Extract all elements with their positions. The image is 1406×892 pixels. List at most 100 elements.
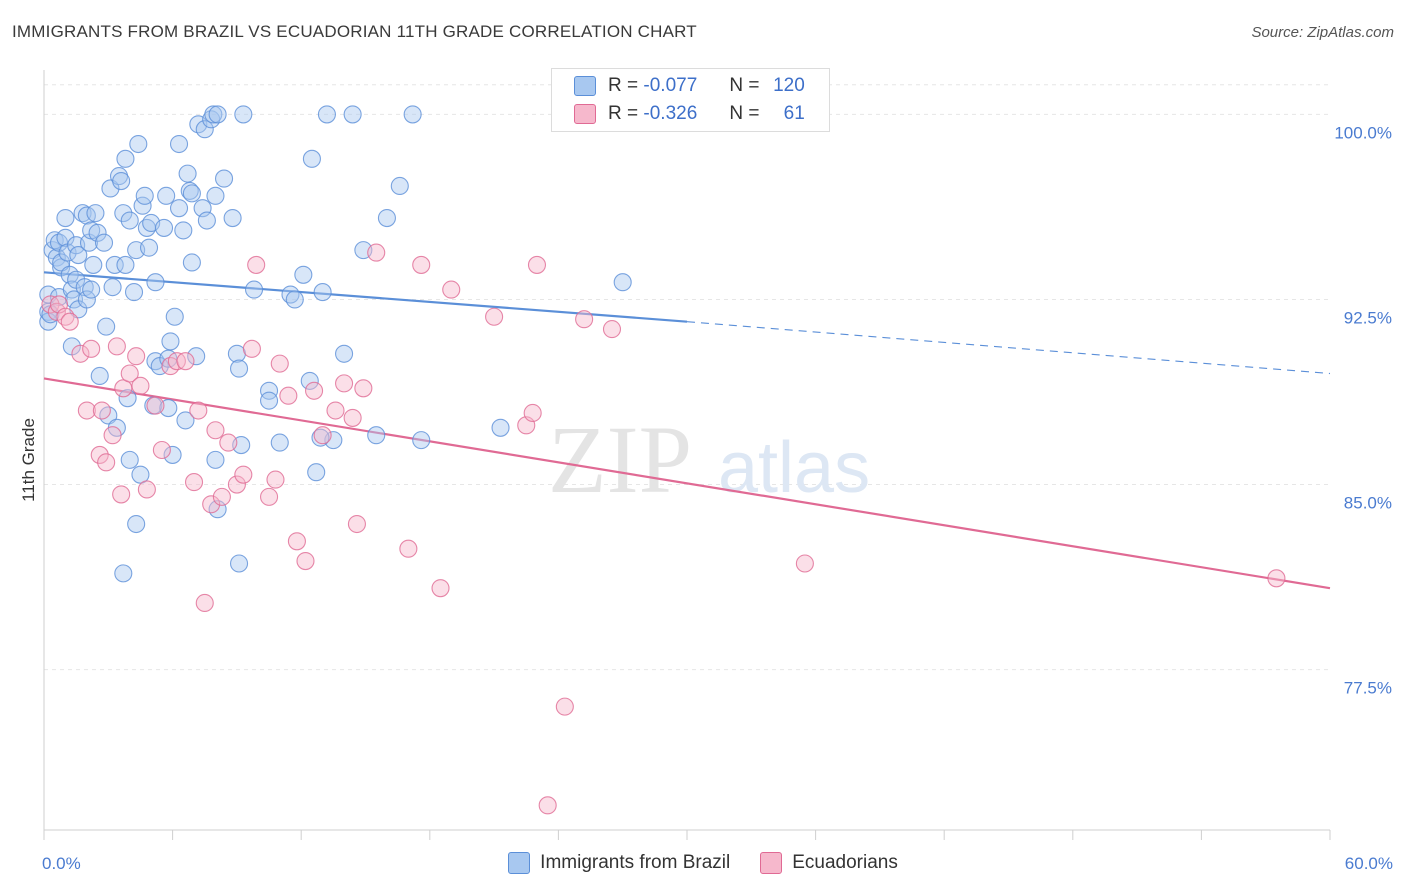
data-point bbox=[178, 164, 197, 183]
data-point bbox=[124, 283, 144, 302]
legend-r-label: R = bbox=[608, 103, 639, 124]
data-point bbox=[247, 255, 266, 274]
data-point bbox=[602, 320, 622, 339]
data-point bbox=[47, 302, 66, 321]
data-point bbox=[302, 149, 321, 168]
data-point bbox=[206, 421, 225, 440]
data-point bbox=[139, 238, 159, 257]
data-point bbox=[244, 280, 264, 299]
data-point bbox=[229, 359, 249, 378]
data-point bbox=[112, 171, 131, 191]
legend-swatch-ecuadorians bbox=[574, 104, 596, 124]
data-point bbox=[103, 426, 122, 445]
series-swatch-brazil bbox=[508, 852, 531, 874]
data-point bbox=[305, 381, 324, 400]
y-tick-label: 100.0% bbox=[1334, 123, 1392, 142]
data-point bbox=[223, 209, 242, 228]
data-point bbox=[105, 255, 124, 274]
data-point bbox=[60, 312, 79, 331]
data-point bbox=[208, 105, 227, 124]
data-point bbox=[146, 273, 165, 292]
data-point bbox=[152, 440, 171, 460]
data-point bbox=[120, 364, 139, 383]
data-point bbox=[300, 371, 319, 390]
data-point bbox=[135, 186, 154, 205]
series-legend-item-brazil[interactable]: Immigrants from Brazil bbox=[508, 852, 730, 874]
data-point bbox=[114, 204, 133, 223]
data-point bbox=[120, 211, 139, 230]
series-label-brazil: Immigrants from Brazil bbox=[540, 852, 731, 873]
data-points bbox=[39, 105, 1286, 815]
data-point bbox=[182, 253, 201, 272]
data-point bbox=[270, 354, 289, 373]
data-point bbox=[90, 366, 109, 386]
data-point bbox=[182, 184, 201, 203]
legend-n-label: N = bbox=[729, 103, 760, 124]
data-point bbox=[259, 487, 279, 506]
series-label-ecuadorians: Ecuadorians bbox=[792, 852, 898, 873]
data-point bbox=[259, 391, 279, 410]
series-points-1 bbox=[41, 243, 1286, 815]
data-point bbox=[214, 169, 234, 188]
data-point bbox=[343, 408, 362, 427]
data-point bbox=[169, 134, 189, 154]
data-point bbox=[161, 332, 180, 351]
legend-r-value: -0.326 bbox=[643, 103, 698, 124]
series-legend-item-ecuadorians[interactable]: Ecuadorians bbox=[760, 852, 898, 874]
data-point bbox=[88, 223, 107, 242]
data-point bbox=[131, 376, 150, 395]
watermark-atlas: atlas bbox=[718, 428, 870, 508]
data-point bbox=[77, 290, 96, 309]
data-point bbox=[127, 347, 146, 366]
data-point bbox=[296, 551, 315, 571]
data-point bbox=[90, 445, 109, 464]
data-point bbox=[317, 105, 336, 124]
y-axis-title: 11th Grade bbox=[19, 418, 38, 502]
data-point bbox=[189, 401, 208, 420]
y-tick-label: 92.5% bbox=[1344, 308, 1392, 327]
data-point bbox=[412, 255, 431, 274]
data-point bbox=[174, 221, 193, 240]
data-point bbox=[82, 280, 101, 299]
data-point bbox=[335, 374, 354, 393]
data-point bbox=[184, 473, 204, 492]
data-point bbox=[279, 386, 298, 405]
source-credit: Source: ZipAtlas.com bbox=[1251, 24, 1394, 41]
data-point bbox=[399, 539, 418, 558]
legend-n-value: 61 bbox=[783, 103, 805, 124]
data-point bbox=[227, 344, 246, 363]
data-point bbox=[285, 290, 304, 309]
data-point bbox=[71, 344, 90, 363]
data-point bbox=[112, 485, 131, 504]
data-point bbox=[176, 352, 195, 371]
data-point bbox=[187, 347, 206, 366]
data-point bbox=[313, 283, 332, 302]
data-point bbox=[242, 339, 261, 358]
trend-lines bbox=[43, 271, 1331, 590]
x-tick-label: 0.0% bbox=[42, 854, 81, 873]
watermark-zip: ZIP bbox=[548, 406, 692, 513]
data-point bbox=[354, 379, 373, 398]
data-point bbox=[219, 433, 238, 452]
data-point bbox=[86, 204, 105, 223]
series-legend: Immigrants from Brazil Ecuadorians bbox=[0, 852, 1406, 874]
data-point bbox=[326, 401, 345, 420]
data-point bbox=[523, 403, 542, 423]
data-point bbox=[335, 344, 354, 363]
data-point bbox=[266, 470, 285, 489]
data-point bbox=[367, 243, 386, 262]
data-point bbox=[56, 209, 75, 228]
data-point bbox=[176, 411, 195, 430]
series-points-0 bbox=[39, 105, 632, 583]
data-point bbox=[165, 307, 184, 326]
data-point bbox=[116, 255, 135, 274]
data-point bbox=[343, 105, 362, 124]
y-tick-label: 77.5% bbox=[1344, 679, 1392, 698]
data-point bbox=[212, 487, 231, 506]
tick-labels: 77.5% 85.0% 92.5% 100.0% 0.0% 60.0% bbox=[42, 123, 1393, 873]
data-point bbox=[163, 445, 182, 464]
data-point bbox=[234, 105, 253, 124]
data-point bbox=[77, 401, 96, 420]
axes bbox=[43, 70, 1331, 840]
